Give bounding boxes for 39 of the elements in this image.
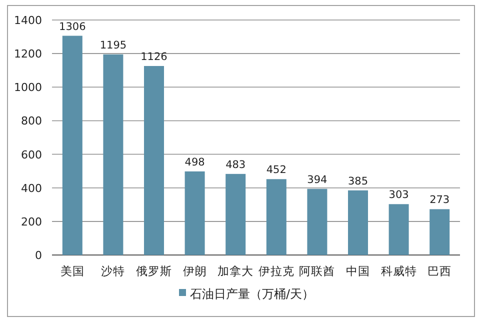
x-tick-label: 加拿大 [218, 264, 254, 278]
y-tick-label: 600 [21, 148, 42, 162]
data-label: 1126 [140, 50, 168, 63]
bar [388, 204, 409, 255]
bar [144, 66, 164, 255]
data-label: 483 [226, 158, 246, 171]
data-label: 1195 [100, 39, 127, 52]
x-tick-label: 阿联酋 [299, 264, 336, 278]
bar [226, 174, 246, 255]
bar [266, 179, 286, 255]
x-tick-label: 巴西 [428, 264, 452, 278]
data-label: 303 [388, 189, 409, 202]
bar [430, 209, 450, 255]
data-label: 385 [348, 175, 368, 188]
data-label: 394 [307, 174, 328, 186]
x-tick-label: 中国 [346, 264, 370, 278]
bar [103, 54, 124, 255]
y-tick-label: 1200 [14, 48, 42, 61]
bar [307, 188, 328, 255]
x-tick-label: 科威特 [380, 264, 417, 278]
legend: 石油日产量（万桶/天） [179, 287, 314, 301]
data-label: 273 [430, 194, 450, 206]
y-tick-label: 0 [35, 249, 42, 262]
bar [62, 36, 82, 255]
data-label: 452 [266, 164, 286, 176]
x-tick-label: 沙特 [101, 264, 126, 278]
x-tick-label: 伊拉克 [258, 264, 294, 278]
y-tick-label: 200 [21, 215, 42, 228]
data-label: 498 [184, 156, 205, 168]
x-tick-label: 伊朗 [182, 264, 207, 278]
y-tick-label: 400 [21, 182, 42, 195]
x-tick-label: 俄罗斯 [136, 264, 172, 278]
data-label: 1306 [59, 20, 86, 33]
y-tick-label: 1000 [14, 81, 42, 94]
x-tick-label: 美国 [60, 264, 84, 278]
bar [184, 171, 205, 255]
y-tick-label: 1400 [14, 14, 42, 27]
y-tick-label: 800 [21, 114, 42, 128]
bar [348, 190, 368, 255]
